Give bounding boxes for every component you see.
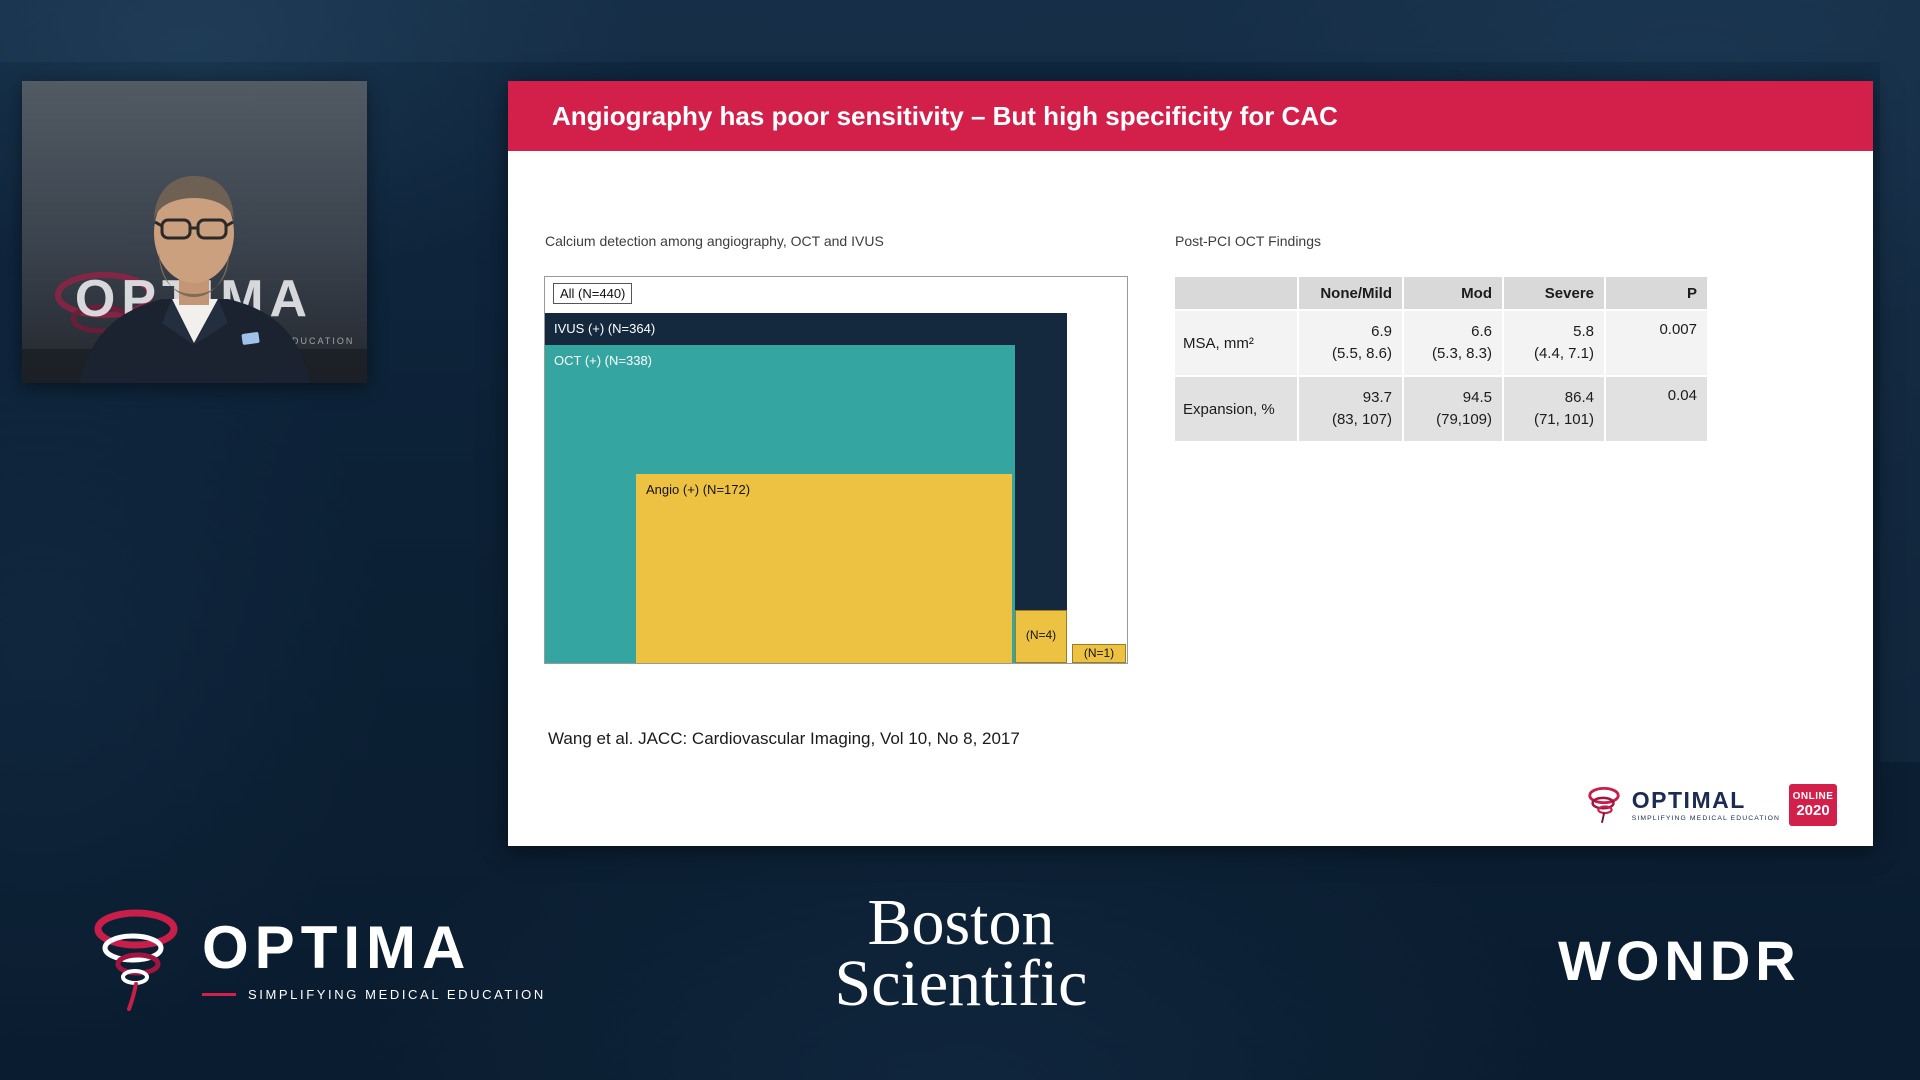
speaker-illustration: OPTIMA EDUCATION (22, 81, 367, 383)
table-header-none-mild: None/Mild (1299, 277, 1402, 309)
chart-box-n1: (N=1) (1072, 644, 1126, 663)
value: 93.7 (1362, 389, 1392, 406)
confidence-interval: (5.3, 8.3) (1431, 345, 1492, 362)
value: 6.9 (1371, 323, 1392, 340)
optimal-logo: OPTIMAL SIMPLIFYING MEDICAL EDUCATION ON… (1585, 784, 1837, 826)
msa-severe-cell: 5.8 (4.4, 7.1) (1504, 311, 1604, 375)
speaker-video: OPTIMA EDUCATION (22, 81, 367, 383)
msa-mod-cell: 6.6 (5.3, 8.3) (1404, 311, 1502, 375)
table-header-severe: Severe (1504, 277, 1604, 309)
boston-line2: Scientific (834, 947, 1088, 1020)
value: 5.8 (1573, 323, 1594, 340)
speaker-backdrop-subtext: EDUCATION (284, 336, 354, 346)
badge-line1: ONLINE (1792, 791, 1834, 802)
slide-header-bar: Angiography has poor sensitivity – But h… (508, 81, 1873, 151)
chart-label-angio: Angio (+) (N=172) (646, 482, 751, 497)
boston-line1: Boston (867, 886, 1055, 959)
optimal-brand-tagline: SIMPLIFYING MEDICAL EDUCATION (1631, 815, 1780, 822)
msa-none-mild-cell: 6.9 (5.5, 8.6) (1299, 311, 1402, 375)
confidence-interval: (71, 101) (1533, 411, 1594, 428)
chart-label-all: All (N=440) (553, 283, 633, 304)
p-value: 0.04 (1667, 387, 1697, 404)
table-caption: Post-PCI OCT Findings (1175, 233, 1322, 249)
background-texture-strip-right (1880, 62, 1920, 762)
chart-label-ivus: IVUS (+) (N=364) (554, 321, 656, 336)
value: 86.4 (1564, 389, 1594, 406)
expansion-mod-cell: 94.5 (79,109) (1404, 377, 1502, 441)
optima-tagline-row: SIMPLIFYING MEDICAL EDUCATION (202, 987, 546, 1002)
table-row-label-msa: MSA, mm² (1175, 311, 1297, 375)
table-row-label-expansion: Expansion, % (1175, 377, 1297, 441)
chart-label-n4: (N=4) (1025, 628, 1057, 642)
tagline-accent-line (202, 992, 236, 996)
chart-box-n4: (N=4) (1015, 610, 1067, 663)
confidence-interval: (4.4, 7.1) (1533, 345, 1594, 362)
slide-title: Angiography has poor sensitivity – But h… (552, 101, 1338, 131)
optima-footer-logo: OPTIMA SIMPLIFYING MEDICAL EDUCATION (86, 903, 546, 1015)
speaker-person (80, 176, 310, 383)
expansion-p-cell: 0.04 (1606, 377, 1707, 441)
presentation-slide: Angiography has poor sensitivity – But h… (508, 81, 1873, 846)
chart-box-angio: Angio (+) (N=172) (636, 474, 1012, 663)
boston-scientific-logo: Boston Scientific (711, 886, 1211, 1020)
confidence-interval: (79,109) (1436, 411, 1492, 428)
confidence-interval: (83, 107) (1331, 411, 1392, 428)
optimal-wordmark: OPTIMAL SIMPLIFYING MEDICAL EDUCATION (1632, 788, 1780, 822)
msa-p-cell: 0.007 (1606, 311, 1707, 375)
expansion-none-mild-cell: 93.7 (83, 107) (1299, 377, 1402, 441)
optimal-brand-name: OPTIMAL (1631, 787, 1746, 813)
table-header-p: P (1606, 277, 1707, 309)
optima-wordmark: OPTIMA SIMPLIFYING MEDICAL EDUCATION (202, 913, 546, 1002)
online-2020-badge: ONLINE 2020 (1789, 784, 1837, 826)
chart-label-oct: OCT (+) (N=338) (554, 353, 653, 368)
glasses (154, 218, 234, 240)
confidence-interval: (5.5, 8.6) (1331, 345, 1392, 362)
optima-tagline: SIMPLIFYING MEDICAL EDUCATION (248, 986, 546, 1002)
background-texture-strip-top (0, 0, 1920, 62)
optima-name: OPTIMA (202, 913, 472, 981)
post-pci-oct-table: None/Mild Mod Severe P MSA, mm² 6.9 (5.5… (1175, 277, 1707, 441)
calcium-detection-chart: All (N=440) IVUS (+) (N=364) OCT (+) (N=… (544, 276, 1128, 664)
table-header-empty (1175, 277, 1297, 309)
p-value: 0.007 (1659, 321, 1697, 338)
badge-line2: 2020 (1796, 802, 1830, 819)
table-header-mod: Mod (1404, 277, 1502, 309)
optima-swirl-icon (94, 909, 178, 1011)
optimal-swirl-icon (1588, 786, 1620, 824)
chart-label-n1: (N=1) (1083, 646, 1115, 660)
value: 94.5 (1462, 389, 1492, 406)
citation: Wang et al. JACC: Cardiovascular Imaging… (548, 729, 1020, 748)
expansion-severe-cell: 86.4 (71, 101) (1504, 377, 1604, 441)
chart-caption: Calcium detection among angiography, OCT… (545, 233, 884, 249)
value: 6.6 (1471, 323, 1492, 340)
wondr-logo: WONDR (1558, 929, 1801, 992)
